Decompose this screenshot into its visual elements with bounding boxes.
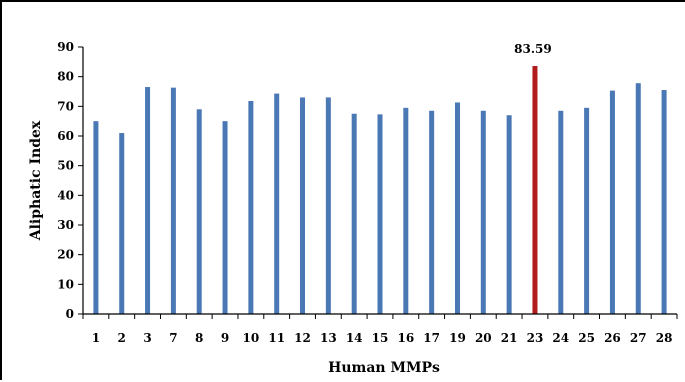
bars xyxy=(93,66,667,315)
data-label-23: 83.59 xyxy=(514,42,552,56)
x-tick-label: 16 xyxy=(397,331,414,345)
bar-27 xyxy=(635,83,641,315)
y-axis-title: Aliphatic Index xyxy=(28,120,44,241)
data-labels: 83.59 xyxy=(514,42,552,56)
y-tick-label: 90 xyxy=(57,40,74,54)
y-tick-label: 70 xyxy=(57,99,74,113)
bar-11 xyxy=(274,93,280,315)
x-axis-title: Human MMPs xyxy=(328,360,440,376)
x-tick-label: 23 xyxy=(527,331,544,345)
bar-3 xyxy=(145,87,151,314)
bar-28 xyxy=(661,90,667,315)
bar-10 xyxy=(248,100,254,314)
x-tick-label: 1 xyxy=(92,331,100,345)
x-tick-label: 26 xyxy=(604,331,621,345)
bar-9 xyxy=(222,121,228,315)
x-tick-label: 13 xyxy=(320,331,337,345)
bar-25 xyxy=(584,107,590,314)
x-tick-label: 19 xyxy=(449,331,466,345)
x-tick-label: 20 xyxy=(475,331,492,345)
y-tick-label: 30 xyxy=(57,218,74,232)
x-axis-ticks: 1 2 3 7 8 9 10 11 12 13 14 15 16 17 19 20 21 23 24 25 26 27 28 xyxy=(82,314,678,345)
y-axis-ticks: 0 10 20 30 40 50 60 70 80 90 xyxy=(57,40,83,321)
bar-2 xyxy=(119,133,125,314)
y-tick-label: 60 xyxy=(57,129,74,143)
x-tick-label: 3 xyxy=(143,331,151,345)
x-tick-label: 12 xyxy=(294,331,311,345)
bar-16 xyxy=(403,107,409,314)
y-tick-label: 0 xyxy=(66,307,74,321)
y-tick-label: 50 xyxy=(57,159,74,173)
x-tick-label: 28 xyxy=(656,331,673,345)
bar-14 xyxy=(351,113,357,314)
bar-26 xyxy=(609,90,615,314)
x-tick-label: 24 xyxy=(552,331,569,345)
x-tick-label: 27 xyxy=(630,331,647,345)
x-tick-label: 10 xyxy=(243,331,260,345)
x-tick-label: 14 xyxy=(346,331,363,345)
bar-19 xyxy=(454,102,460,314)
bar-13 xyxy=(325,97,331,314)
bar-23 xyxy=(532,66,538,315)
x-tick-label: 7 xyxy=(169,331,177,345)
y-tick-label: 10 xyxy=(57,277,74,291)
x-tick-label: 21 xyxy=(501,331,518,345)
bar-1 xyxy=(93,121,99,315)
x-tick-label: 9 xyxy=(221,331,229,345)
x-tick-label: 2 xyxy=(118,331,126,345)
x-tick-label: 11 xyxy=(268,331,285,345)
bar-7 xyxy=(170,87,176,314)
bar-20 xyxy=(480,110,486,315)
bar-24 xyxy=(558,110,564,315)
y-tick-label: 40 xyxy=(57,188,74,202)
bar-15 xyxy=(377,114,383,315)
x-tick-label: 17 xyxy=(423,331,440,345)
x-tick-label: 8 xyxy=(195,331,203,345)
bar-8 xyxy=(196,109,202,314)
x-tick-label: 25 xyxy=(578,331,595,345)
bar-12 xyxy=(300,97,306,314)
bar-17 xyxy=(429,110,435,315)
bar-21 xyxy=(506,115,512,314)
y-tick-label: 20 xyxy=(57,248,74,262)
x-tick-label: 15 xyxy=(372,331,389,345)
y-tick-label: 80 xyxy=(57,70,74,84)
